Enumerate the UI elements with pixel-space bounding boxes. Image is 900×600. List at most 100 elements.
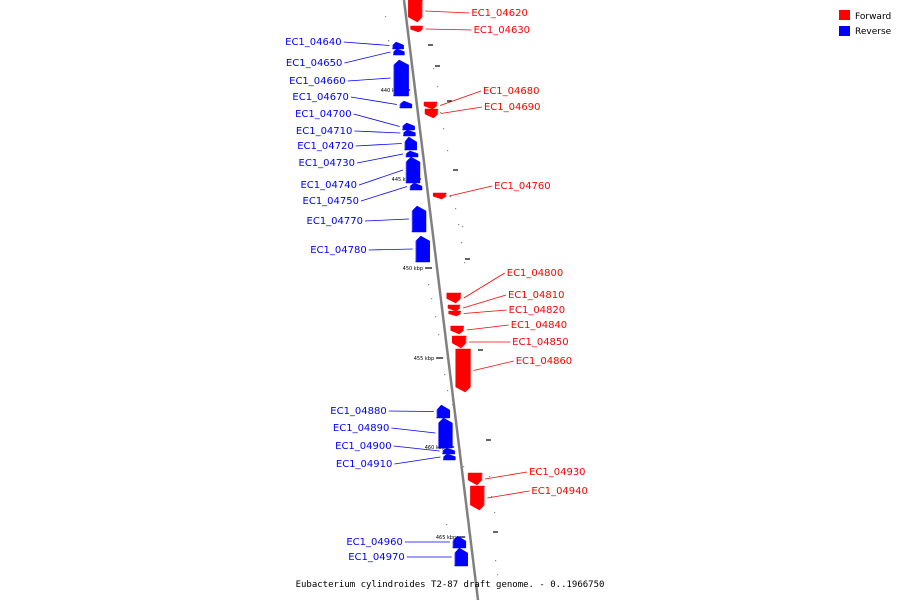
guide-dot — [435, 316, 437, 318]
gene-label[interactable]: EC1_04910 — [336, 459, 392, 470]
gene-leader-line — [466, 324, 509, 331]
gene-leader-line — [353, 113, 400, 127]
gene-leader-line — [463, 309, 507, 314]
guide-dot — [464, 262, 466, 264]
gene-label[interactable]: EC1_04940 — [531, 486, 587, 497]
gene-leader-line — [355, 143, 402, 147]
gene-arrow[interactable] — [424, 108, 439, 119]
legend-forward-swatch — [839, 10, 850, 20]
gene-arrow[interactable] — [450, 325, 464, 335]
scale-tick-label: 450 kbp — [403, 266, 423, 272]
gene-label[interactable]: EC1_04690 — [484, 102, 540, 113]
guide-dot — [462, 226, 464, 228]
guide-dot — [446, 524, 448, 526]
gene-label[interactable]: EC1_04800 — [507, 268, 563, 279]
gene-leader-line — [425, 10, 470, 14]
gene-labels: EC1_04620 EC1_04630 EC1_04640 EC1_04650 EC1_… — [285, 8, 588, 563]
gene-arrow[interactable] — [438, 417, 453, 449]
gene-label[interactable]: EC1_04740 — [300, 180, 356, 191]
gene-label[interactable]: EC1_04960 — [346, 537, 402, 548]
gene-arrow[interactable] — [403, 129, 416, 137]
gene-arrow[interactable] — [451, 335, 467, 349]
gene-arrow[interactable] — [411, 205, 427, 233]
gene-label[interactable]: EC1_04620 — [471, 8, 527, 19]
gene-arrow[interactable] — [452, 535, 467, 549]
guide-dot — [494, 512, 496, 514]
gene-arrow[interactable] — [470, 485, 485, 511]
gene-label[interactable]: EC1_04670 — [292, 92, 348, 103]
gene-leader-line — [388, 410, 434, 412]
gene-leader-line — [485, 471, 528, 480]
gene-label[interactable]: EC1_04780 — [310, 245, 366, 256]
gene-label[interactable]: EC1_04820 — [509, 305, 565, 316]
gene-arrow[interactable] — [447, 304, 461, 312]
gene-label[interactable]: EC1_04770 — [307, 216, 363, 227]
gene-arrow[interactable] — [436, 404, 451, 419]
gene-arrow[interactable] — [393, 48, 405, 56]
gene-label[interactable]: EC1_04650 — [286, 58, 342, 69]
gene-arrow[interactable] — [405, 156, 421, 184]
gene-arrow[interactable] — [409, 182, 423, 191]
gene-arrow[interactable] — [393, 59, 409, 97]
gene-label[interactable]: EC1_04640 — [285, 37, 341, 48]
gene-label[interactable]: EC1_04760 — [494, 181, 550, 192]
gene-arrow[interactable] — [432, 192, 447, 200]
gene-label[interactable]: EC1_04700 — [295, 109, 351, 120]
guide-dot — [489, 476, 491, 478]
guide-dot — [497, 574, 499, 576]
gene-label[interactable]: EC1_04720 — [297, 141, 353, 152]
gene-label[interactable]: EC1_04810 — [508, 290, 564, 301]
guide-dot — [458, 224, 460, 226]
map-caption: Eubacterium cylindroides T2-87 draft gen… — [296, 580, 605, 590]
gene-arrow[interactable] — [467, 472, 483, 486]
gene-label[interactable]: EC1_04750 — [303, 196, 359, 207]
gene-leader-line — [391, 427, 436, 434]
gene-arrow[interactable] — [443, 453, 456, 461]
guide-dot — [447, 390, 449, 392]
gene-arrow[interactable] — [410, 25, 423, 33]
gene-label[interactable]: EC1_04630 — [474, 25, 530, 36]
gene-arrow[interactable] — [405, 150, 419, 158]
gene-arrow[interactable] — [423, 101, 438, 110]
gene-arrow[interactable] — [404, 136, 417, 151]
guide-dot — [444, 374, 446, 376]
gene-label[interactable]: EC1_04900 — [335, 441, 391, 452]
guide-dot — [433, 68, 435, 70]
gene-arrow[interactable] — [399, 100, 413, 109]
gene-leader-line — [368, 248, 413, 251]
gene-arrow[interactable] — [408, 0, 423, 23]
gene-label[interactable]: EC1_04890 — [333, 423, 389, 434]
guide-dot — [388, 40, 390, 42]
guide-dot — [447, 150, 449, 152]
gene-arrow[interactable] — [455, 348, 471, 393]
gene-arrow[interactable] — [392, 41, 404, 50]
guide-dot — [443, 128, 445, 130]
gene-label[interactable]: EC1_04850 — [512, 337, 568, 348]
guide-dot — [440, 112, 442, 114]
gene-leader-line — [360, 186, 408, 202]
guide-dot — [455, 208, 457, 210]
genome-axis — [402, 0, 480, 600]
guide-dot — [450, 538, 452, 540]
guide-dot — [438, 334, 440, 336]
gene-arrow[interactable] — [454, 547, 468, 567]
gene-leader-line — [473, 360, 514, 371]
gene-arrow[interactable] — [415, 235, 430, 263]
gene-label[interactable]: EC1_04860 — [516, 356, 572, 367]
gene-arrow[interactable] — [402, 122, 415, 131]
gene-label[interactable]: EC1_04970 — [348, 552, 404, 563]
scale-tick-label: 455 kbp — [414, 356, 434, 362]
gene-arrow[interactable] — [446, 292, 462, 304]
gene-label[interactable]: EC1_04880 — [330, 406, 386, 417]
gene-label[interactable]: EC1_04840 — [511, 320, 567, 331]
guide-dot — [437, 86, 439, 88]
gene-arrow[interactable] — [448, 310, 461, 317]
gene-label[interactable]: EC1_04930 — [529, 467, 585, 478]
gene-label[interactable]: EC1_04710 — [296, 126, 352, 137]
gene-label[interactable]: EC1_04660 — [289, 76, 345, 87]
scale-tick-label: 460 kbp — [425, 445, 445, 451]
gene-label[interactable]: EC1_04680 — [483, 86, 539, 97]
gene-arrow[interactable] — [442, 447, 455, 455]
gene-label[interactable]: EC1_04730 — [299, 158, 355, 169]
gene-leader-line — [394, 456, 441, 465]
